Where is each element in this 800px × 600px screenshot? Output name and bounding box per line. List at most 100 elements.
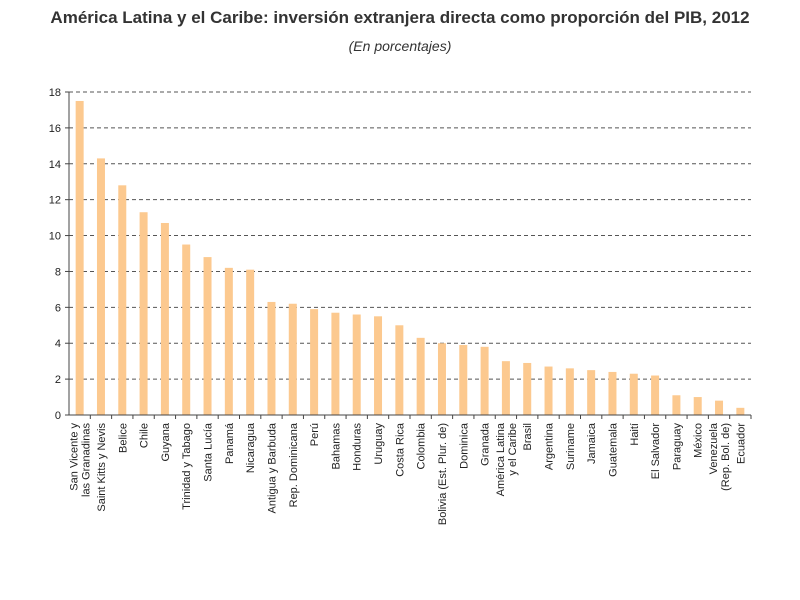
x-tick-label: Perú	[309, 423, 321, 446]
x-tick-label-line: Belice	[117, 423, 129, 453]
x-tick-label-line: El Salvador	[650, 423, 662, 480]
x-tick-label: Belice	[117, 423, 129, 453]
x-tick-label-line: Brasil	[522, 423, 534, 451]
bar	[629, 373, 638, 415]
x-tick-label-line: Venezuela	[708, 422, 720, 474]
bar	[331, 312, 340, 415]
x-tick-label: Paraguay	[671, 423, 683, 471]
x-tick-label: Bahamas	[330, 423, 342, 470]
x-tick-label-line: Bolivia (Est. Plur. de)	[437, 423, 449, 525]
x-tick-label-line: Santa Lucía	[203, 422, 215, 482]
x-tick-label: Brasil	[522, 423, 534, 451]
bar	[288, 303, 297, 415]
y-tick-label: 10	[49, 231, 61, 243]
x-tick-label: Haití	[629, 423, 641, 446]
bar	[672, 395, 681, 415]
y-tick-label: 0	[55, 410, 61, 422]
x-tick-label: Suriname	[565, 423, 577, 470]
bar	[224, 267, 233, 415]
x-tick-label: Guatemala	[607, 422, 619, 477]
x-tick-label: América Latinay el Caribe	[495, 422, 519, 496]
x-tick-label: Santa Lucía	[203, 422, 215, 482]
x-tick-label-line: Guatemala	[607, 422, 619, 477]
x-tick-label: Uruguay	[373, 423, 385, 465]
bar	[374, 316, 383, 415]
x-tick-label-line: América Latina	[495, 422, 507, 496]
x-tick-label: Rep. Dominicana	[288, 422, 300, 507]
x-tick-label-line: San Vicente y	[69, 423, 81, 491]
bar	[203, 257, 212, 415]
y-tick-label: 2	[55, 374, 61, 386]
x-tick-label-line: Antigua y Barbuda	[266, 422, 278, 513]
bar	[501, 361, 510, 415]
bar	[565, 368, 574, 415]
x-tick-label: Antigua y Barbuda	[266, 422, 278, 513]
bar	[416, 337, 425, 415]
x-tick-label-line: las Granadinas	[81, 423, 93, 497]
y-tick-label: 8	[55, 266, 61, 278]
x-tick-label: Bolivia (Est. Plur. de)	[437, 423, 449, 525]
x-tick-label: Panamá	[224, 422, 236, 464]
x-tick-label-line: Dominica	[458, 422, 470, 469]
bar	[96, 158, 105, 415]
x-tick-label-line: Guyana	[160, 422, 172, 461]
x-tick-label-line: Perú	[309, 423, 321, 446]
x-tick-label: Nicaragua	[245, 422, 257, 473]
x-tick-label: México	[693, 423, 705, 458]
y-tick-label: 12	[49, 195, 61, 207]
bar	[715, 400, 724, 415]
y-tick-label: 6	[55, 302, 61, 314]
bar	[139, 212, 148, 415]
bar	[587, 370, 596, 415]
category-labels: San Vicente ylas Granadinas Saint Kitts y…	[69, 422, 748, 525]
x-tick-label-line: Honduras	[352, 423, 364, 471]
bar	[651, 375, 660, 415]
bar	[608, 371, 617, 415]
bar	[267, 301, 276, 415]
x-tick-label-line: Bahamas	[330, 423, 342, 470]
bar	[246, 269, 255, 415]
x-tick-label: Dominica	[458, 422, 470, 469]
x-tick-label: Venezuela(Rep. Bol. de)	[708, 422, 732, 491]
x-tick-label-line: Trinidad y Tabago	[181, 423, 193, 510]
x-tick-label-line: Paraguay	[671, 423, 683, 471]
x-tick-label: Jamaica	[586, 422, 598, 464]
x-tick-label-line: Rep. Dominicana	[288, 422, 300, 507]
bar	[118, 185, 127, 415]
x-tick-label-line: Nicaragua	[245, 422, 257, 473]
x-tick-label-line: Jamaica	[586, 422, 598, 464]
bar	[437, 343, 446, 415]
x-tick-label: Costa Rica	[394, 422, 406, 477]
x-tick-label-line: Colombia	[416, 422, 428, 469]
x-tick-label-line: Uruguay	[373, 423, 385, 465]
x-tick-label-line: Panamá	[224, 422, 236, 464]
x-tick-label: Chile	[139, 423, 151, 448]
x-tick-label: Trinidad y Tabago	[181, 423, 193, 510]
x-tick-label-line: Saint Kitts y Nevis	[96, 423, 108, 512]
x-tick-label: San Vicente ylas Granadinas	[69, 423, 93, 497]
bar	[75, 100, 84, 415]
x-tick-label: Saint Kitts y Nevis	[96, 423, 108, 512]
x-tick-label: Honduras	[352, 423, 364, 471]
x-tick-label: El Salvador	[650, 423, 662, 480]
x-tick-label: Granada	[480, 422, 492, 466]
x-tick-label: Guyana	[160, 422, 172, 461]
bar	[693, 397, 702, 415]
x-tick-label-line: Argentina	[544, 422, 556, 470]
x-tick-label: Argentina	[544, 422, 556, 470]
axes: 0 2 4 6 8 10 12 14 16 18	[49, 87, 752, 422]
bar	[736, 407, 745, 415]
chart-subtitle: (En porcentajes)	[348, 38, 452, 54]
x-tick-label: Colombia	[416, 422, 428, 469]
x-tick-label-line: Costa Rica	[394, 422, 406, 477]
bar	[544, 366, 553, 415]
bar	[160, 222, 169, 415]
x-tick-label-line: Suriname	[565, 423, 577, 470]
x-tick-label-line: Chile	[139, 423, 151, 448]
bar	[395, 325, 404, 415]
bars	[75, 100, 745, 415]
x-tick-label-line: Granada	[480, 422, 492, 466]
bar	[352, 314, 361, 415]
x-tick-label-line: México	[693, 423, 705, 458]
